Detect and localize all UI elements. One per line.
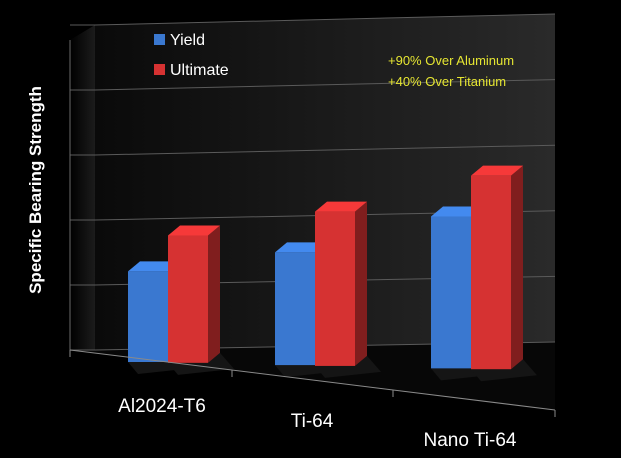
x-axis-labels: Al2024-T6 Ti-64 Nano Ti-64 <box>118 396 517 451</box>
bar-side <box>511 165 523 370</box>
y-axis-label: Specific Bearing Strength <box>26 86 45 294</box>
bar-top <box>315 201 367 212</box>
annotation-aluminum: +90% Over Aluminum <box>388 53 514 68</box>
bar-front <box>168 235 208 363</box>
chart-side-wall <box>70 25 95 350</box>
bar-front <box>128 271 168 362</box>
bar-top <box>275 242 327 253</box>
x-tick-label: Al2024-T6 <box>118 396 206 417</box>
legend-label-yield: Yield <box>170 32 205 49</box>
x-tick-label: Nano Ti-64 <box>424 430 517 451</box>
bar-ultimate-2 <box>471 165 523 370</box>
bar-front <box>431 216 471 369</box>
bar-side <box>355 201 367 366</box>
gridline <box>94 79 556 91</box>
bar-front <box>315 211 355 366</box>
bar-shadow <box>471 359 537 382</box>
legend: Yield Ultimate <box>154 32 229 79</box>
bar-side <box>208 225 220 363</box>
bar-top <box>431 206 483 217</box>
legend-swatch-yield <box>154 34 165 45</box>
legend-label-ultimate: Ultimate <box>170 62 229 79</box>
gridline <box>94 13 556 26</box>
bars <box>128 165 523 370</box>
bar-front <box>471 175 511 370</box>
bar-top <box>128 261 180 272</box>
bar-front <box>275 252 315 366</box>
legend-swatch-ultimate <box>154 64 165 75</box>
x-tick-label: Ti-64 <box>291 411 334 432</box>
gridline <box>94 144 556 156</box>
bar-shadow <box>315 355 381 378</box>
bar-ultimate-1 <box>315 201 367 366</box>
bar-top <box>471 165 523 176</box>
bar-ultimate-0 <box>168 225 220 363</box>
bar-top <box>168 225 220 236</box>
x-axis-line <box>69 349 556 411</box>
x-axis-ticks <box>69 350 556 417</box>
bar-shadow <box>168 352 234 375</box>
annotation-titanium: +40% Over Titanium <box>388 74 506 89</box>
